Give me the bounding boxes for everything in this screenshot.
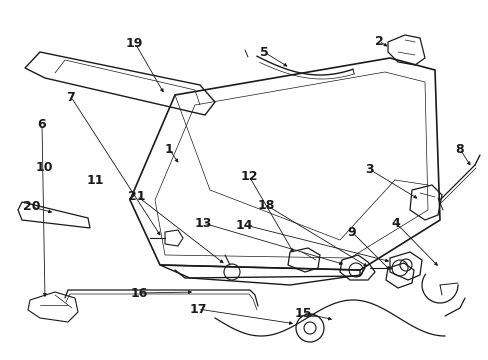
Text: 14: 14 xyxy=(235,219,253,231)
Text: 18: 18 xyxy=(257,199,275,212)
Text: 12: 12 xyxy=(240,170,258,183)
Text: 11: 11 xyxy=(86,174,104,186)
Text: 17: 17 xyxy=(189,303,206,316)
Text: 3: 3 xyxy=(364,163,373,176)
Text: 10: 10 xyxy=(35,161,53,174)
Text: 1: 1 xyxy=(164,143,173,156)
Text: 15: 15 xyxy=(294,307,311,320)
Text: 16: 16 xyxy=(130,287,148,300)
Text: 2: 2 xyxy=(374,35,383,48)
Text: 19: 19 xyxy=(125,37,143,50)
Text: 6: 6 xyxy=(37,118,46,131)
Text: 7: 7 xyxy=(66,91,75,104)
Text: 9: 9 xyxy=(347,226,356,239)
Text: 13: 13 xyxy=(194,217,211,230)
Text: 4: 4 xyxy=(391,217,400,230)
Text: 20: 20 xyxy=(23,201,41,213)
Text: 8: 8 xyxy=(454,143,463,156)
Text: 21: 21 xyxy=(128,190,145,203)
Text: 5: 5 xyxy=(259,46,268,59)
